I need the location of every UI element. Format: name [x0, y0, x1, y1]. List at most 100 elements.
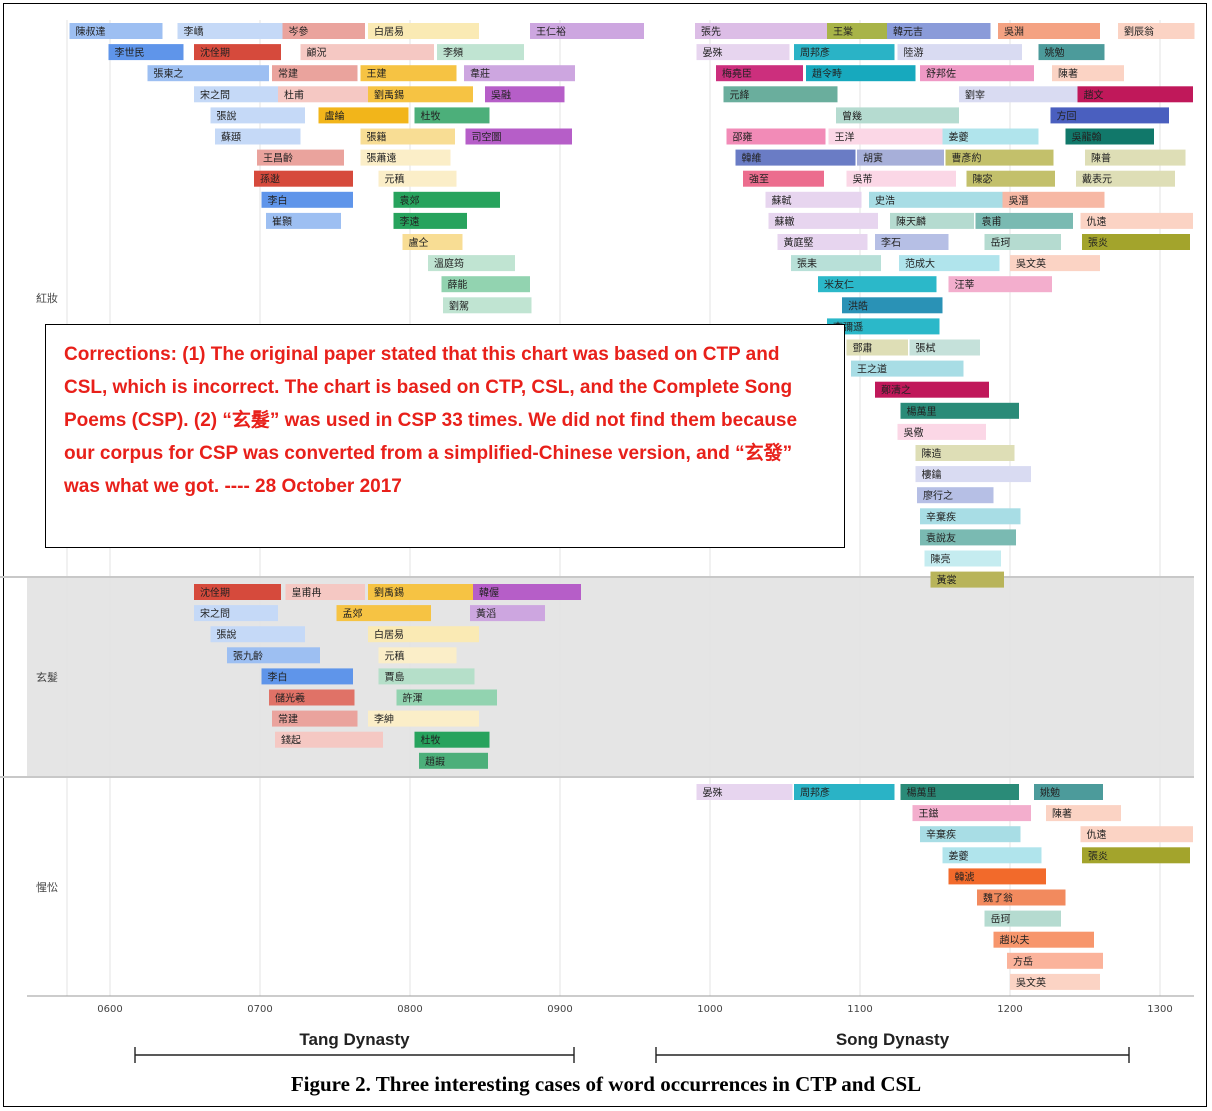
timeline-bar [846, 170, 956, 187]
bar-label: 洪皓 [848, 300, 868, 312]
bar-label: 張耒 [797, 258, 817, 270]
timeline-bar [917, 487, 994, 504]
timeline-bar [984, 910, 1061, 927]
timeline-bar [726, 128, 826, 145]
bar-label: 姚勉 [1045, 46, 1065, 59]
timeline-bar [948, 276, 1052, 293]
timeline-bar [254, 170, 353, 187]
bar-label: 王棠 [833, 25, 853, 38]
timeline-bar [1046, 805, 1121, 822]
bar-label: 趙令畤 [812, 67, 842, 80]
bar-label: 杜甫 [284, 88, 304, 101]
panel-label: 玄髮 [36, 670, 58, 684]
timeline-bar [402, 234, 463, 250]
timeline-bar [942, 847, 1042, 864]
bar-label: 韓淲 [955, 871, 975, 883]
bar-label: 韋莊 [470, 68, 490, 80]
timeline-bar [975, 212, 1073, 229]
timeline-bar [465, 128, 572, 145]
timeline-bar [897, 423, 986, 440]
x-tick-label: 0900 [547, 1004, 572, 1015]
bar-label: 張炎 [1088, 237, 1108, 249]
bar-label: 蘇轍 [775, 215, 795, 228]
bar-label: 李紳 [374, 713, 394, 726]
timeline-bar [875, 381, 989, 398]
x-tick-label: 0600 [97, 1004, 122, 1015]
bar-label: 晏殊 [703, 46, 723, 59]
timeline-bar [743, 170, 824, 187]
timeline-bar [419, 752, 488, 769]
period-label: Song Dynasty [836, 1030, 950, 1049]
bar-label: 張九齡 [233, 649, 263, 662]
figure-frame [3, 3, 1207, 1107]
timeline-bar [920, 826, 1021, 843]
bar-label: 戴表元 [1082, 173, 1112, 186]
timeline-bar [378, 170, 457, 187]
timeline-bar [428, 255, 515, 272]
bar-label: 吳淵 [1004, 26, 1024, 38]
figure-caption: Figure 2. Three interesting cases of wor… [290, 1072, 922, 1096]
timeline-bar [485, 86, 565, 103]
timeline-bar [794, 44, 895, 61]
timeline-bar [924, 550, 1001, 567]
timeline-bar [998, 23, 1100, 39]
bar-label: 梅堯臣 [722, 67, 752, 80]
bar-label: 吳文英 [1016, 257, 1046, 270]
panel-label: 惺忪 [36, 880, 58, 894]
timeline-bar [441, 276, 530, 293]
timeline-bar [266, 212, 341, 229]
bar-label: 溫庭筠 [434, 257, 464, 270]
bar-label: 李頻 [443, 46, 463, 59]
timeline-bar [414, 731, 490, 748]
timeline-bar [915, 466, 1031, 483]
timeline-bar [282, 23, 365, 39]
bar-label: 顧況 [307, 46, 327, 59]
bar-label: 劉禹錫 [374, 586, 404, 599]
timeline-bar [912, 805, 1031, 822]
bar-label: 陳著 [1052, 807, 1072, 820]
timeline-bar [368, 23, 479, 39]
bar-label: 吳芾 [853, 173, 873, 186]
x-tick-label: 1200 [997, 1004, 1022, 1015]
bar-label: 姚勉 [1040, 786, 1060, 799]
bar-label: 周邦彥 [800, 786, 830, 799]
timeline-bar [464, 65, 575, 82]
bar-label: 王洋 [835, 131, 855, 144]
timeline-bar [1038, 44, 1105, 61]
bar-label: 周邦彥 [800, 46, 830, 59]
period-label: Tang Dynasty [299, 1030, 410, 1049]
bar-label: 劉禹錫 [374, 88, 404, 101]
timeline-bar [194, 605, 278, 622]
timeline-bar [966, 170, 1055, 187]
timeline-bar [194, 584, 281, 600]
bar-label: 仇遠 [1087, 215, 1107, 228]
bar-label: 吳文英 [1016, 976, 1046, 989]
bar-label: 辛棄疾 [926, 510, 956, 523]
timeline-bar [851, 360, 964, 377]
bar-label: 王仁裕 [536, 25, 566, 38]
timeline-bar [959, 86, 1078, 103]
timeline-bar [1010, 973, 1100, 990]
bar-label: 沈佺期 [200, 46, 230, 59]
x-tick-label: 0800 [397, 1004, 422, 1015]
timeline-bar [1080, 212, 1193, 229]
bar-label: 姜夔 [949, 131, 969, 144]
timeline-bar [396, 689, 497, 706]
timeline-bar [443, 297, 532, 314]
timeline-bar [194, 86, 278, 103]
timeline-bar [336, 605, 431, 622]
timeline-bar [827, 318, 940, 335]
bar-label: 王昌齡 [263, 152, 293, 165]
bar-label: 趙嘏 [425, 755, 445, 768]
bar-label: 張先 [701, 26, 721, 38]
timeline-bar [695, 23, 827, 39]
timeline-bar [1082, 234, 1190, 250]
timeline-bar [818, 276, 937, 293]
bar-label: 孫逖 [260, 173, 280, 186]
bar-label: 韓元吉 [893, 26, 923, 38]
x-tick-label: 1000 [697, 1004, 722, 1015]
bar-label: 張蕭遠 [367, 152, 397, 165]
timeline-bar [393, 212, 467, 229]
timeline-bar [1002, 191, 1105, 208]
bar-label: 儲光羲 [275, 692, 305, 705]
